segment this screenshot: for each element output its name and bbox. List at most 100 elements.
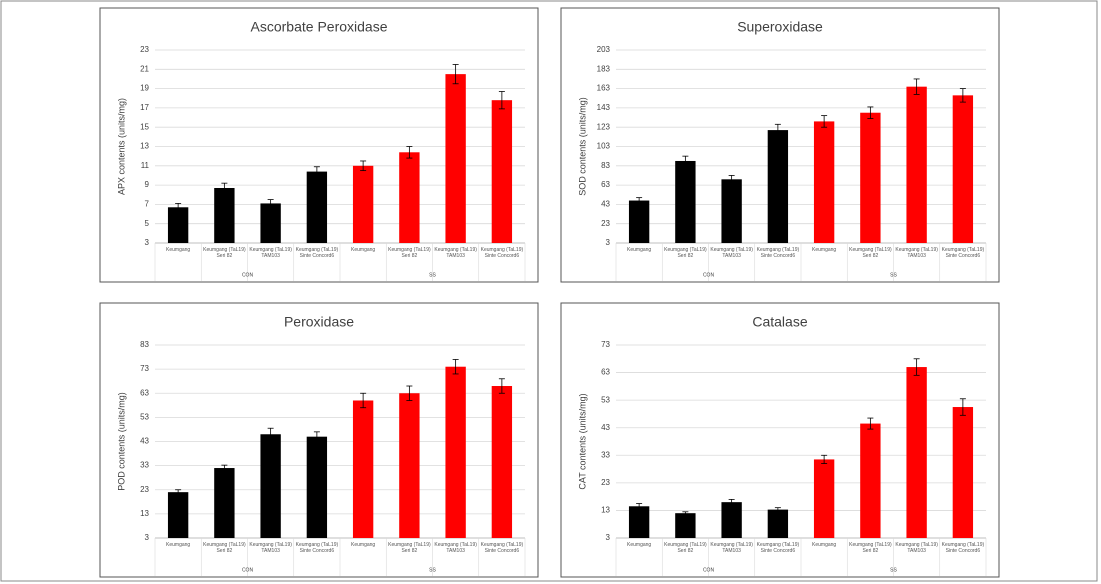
error-bar — [774, 123, 781, 137]
error-bar — [821, 454, 828, 464]
group-label: SS — [429, 272, 436, 278]
group-label: SS — [890, 272, 897, 278]
x-tick-label-box: Keumgang (TaL19) Seri 82 — [203, 542, 246, 554]
x-tick-label: Keumgang (TaL19) Sinte Concord6 — [480, 247, 524, 259]
x-tick-label-box: Keumgang (TaL19) Sinte Concord6 — [941, 542, 985, 554]
y-axis-title: POD contents (units/mg) — [116, 392, 126, 491]
x-tick-label: Keumgang — [166, 247, 191, 253]
x-tick-label: Keumgang — [812, 247, 837, 253]
x-tick-label: Keumgang — [351, 247, 376, 253]
error-bar — [175, 203, 182, 212]
y-tick-label: 23 — [140, 485, 149, 494]
bar — [952, 407, 974, 538]
x-tick-label-box: Keumgang (TaL19) TAM103 — [434, 247, 477, 259]
error-bar — [360, 392, 367, 409]
x-tick-label-box: Keumgang (TaL19) Sinte Concord6 — [296, 247, 339, 259]
x-tick-label: Keumgang (TaL19) Seri 82 — [664, 542, 707, 554]
chart-panel: Catalase CAT contents (units/mg) 3 13 23 33 43… — [560, 302, 1000, 578]
x-tick-label: Keumgang (TaL19) TAM103 — [895, 247, 938, 259]
bar — [491, 100, 513, 244]
error-bar — [498, 378, 505, 394]
y-tick-label: 21 — [140, 64, 149, 73]
group-label: SS — [890, 567, 897, 573]
y-tick-label: 3 — [606, 533, 611, 542]
chart-title: Superoxidase — [737, 19, 823, 35]
bar — [860, 112, 881, 243]
error-bar — [498, 91, 505, 110]
bar — [260, 203, 281, 243]
x-tick-label: Keumgang — [627, 542, 652, 548]
error-bar — [221, 464, 228, 472]
error-bar — [636, 503, 643, 510]
bar — [352, 400, 374, 538]
x-tick-label-box: Keumgang (TaL19) Sinte Concord6 — [757, 247, 800, 259]
x-tick-label-box: Keumgang (TaL19) Seri 82 — [388, 542, 431, 554]
bar — [767, 130, 789, 243]
bar — [906, 86, 927, 243]
y-axis-title: APX contents (units/mg) — [116, 98, 126, 195]
y-tick-label: 5 — [145, 219, 150, 228]
y-tick-label: 123 — [597, 122, 611, 131]
chart-panel: Superoxidase SOD contents (units/mg) 3 23 43… — [560, 7, 1000, 283]
x-tick-label-box: Keumgang (TaL19) Seri 82 — [203, 247, 246, 259]
bar — [628, 506, 650, 538]
x-tick-label: Keumgang — [627, 247, 652, 253]
x-tick-label-box: Keumgang — [812, 247, 837, 253]
bar — [813, 459, 835, 538]
error-bar — [682, 155, 689, 167]
group-label: CON — [703, 272, 715, 278]
y-tick-label: 73 — [601, 340, 610, 349]
y-tick-label: 53 — [140, 412, 149, 421]
x-tick-label: Keumgang (TaL19) Sinte Concord6 — [941, 542, 985, 554]
x-tick-label-box: Keumgang — [812, 542, 837, 548]
error-bar — [728, 498, 735, 506]
x-tick-label: Keumgang (TaL19) Seri 82 — [849, 542, 892, 554]
y-tick-label: 7 — [145, 200, 150, 209]
bar — [675, 160, 696, 243]
error-bar — [452, 64, 459, 85]
bar — [167, 207, 189, 243]
x-tick-label: Keumgang (TaL19) TAM103 — [434, 542, 477, 554]
error-bar — [221, 182, 228, 194]
error-bar — [636, 197, 643, 204]
x-tick-label-box: Keumgang — [166, 247, 191, 253]
error-bar — [267, 199, 274, 208]
bar — [167, 492, 189, 538]
x-tick-label: Keumgang (TaL19) TAM103 — [710, 247, 753, 259]
error-bar — [728, 175, 735, 184]
x-tick-label-box: Keumgang (TaL19) TAM103 — [710, 542, 753, 554]
bar — [906, 367, 927, 538]
error-bar — [452, 359, 459, 375]
bar — [721, 179, 742, 243]
x-tick-label-box: Keumgang (TaL19) Seri 82 — [849, 247, 892, 259]
x-tick-label: Keumgang (TaL19) TAM103 — [249, 542, 292, 554]
x-tick-label-box: Keumgang (TaL19) Seri 82 — [664, 247, 707, 259]
x-tick-label-box: Keumgang (TaL19) TAM103 — [434, 542, 477, 554]
x-tick-label-box: Keumgang (TaL19) Sinte Concord6 — [296, 542, 339, 554]
x-tick-label: Keumgang (TaL19) Seri 82 — [388, 542, 431, 554]
chart-title: Ascorbate Peroxidase — [251, 19, 388, 35]
y-tick-label: 53 — [601, 395, 610, 404]
y-tick-label: 203 — [597, 45, 611, 54]
error-bar — [959, 88, 966, 103]
error-bar — [313, 431, 320, 442]
x-tick-label: Keumgang (TaL19) Seri 82 — [203, 247, 246, 259]
x-tick-label-box: Keumgang (TaL19) Sinte Concord6 — [481, 542, 524, 554]
x-tick-label: Keumgang — [812, 542, 837, 548]
error-bar — [406, 146, 413, 159]
y-axis-title: SOD contents (units/mg) — [577, 97, 587, 196]
x-tick-label-box: Keumgang (TaL19) TAM103 — [249, 247, 292, 259]
x-tick-label-box: Keumgang — [351, 247, 376, 253]
y-tick-label: 43 — [601, 200, 610, 209]
y-tick-label: 3 — [145, 533, 150, 542]
x-tick-label: Keumgang — [166, 542, 191, 548]
y-axis-title: CAT contents (units/mg) — [577, 393, 587, 489]
group-label: CON — [242, 567, 254, 573]
y-tick-label: 43 — [601, 423, 610, 432]
y-tick-label: 3 — [145, 238, 150, 247]
x-tick-label: Keumgang (TaL19) TAM103 — [249, 247, 292, 259]
bar — [445, 366, 466, 538]
x-tick-label-box: Keumgang (TaL19) Sinte Concord6 — [480, 247, 524, 259]
error-bar — [682, 511, 689, 515]
